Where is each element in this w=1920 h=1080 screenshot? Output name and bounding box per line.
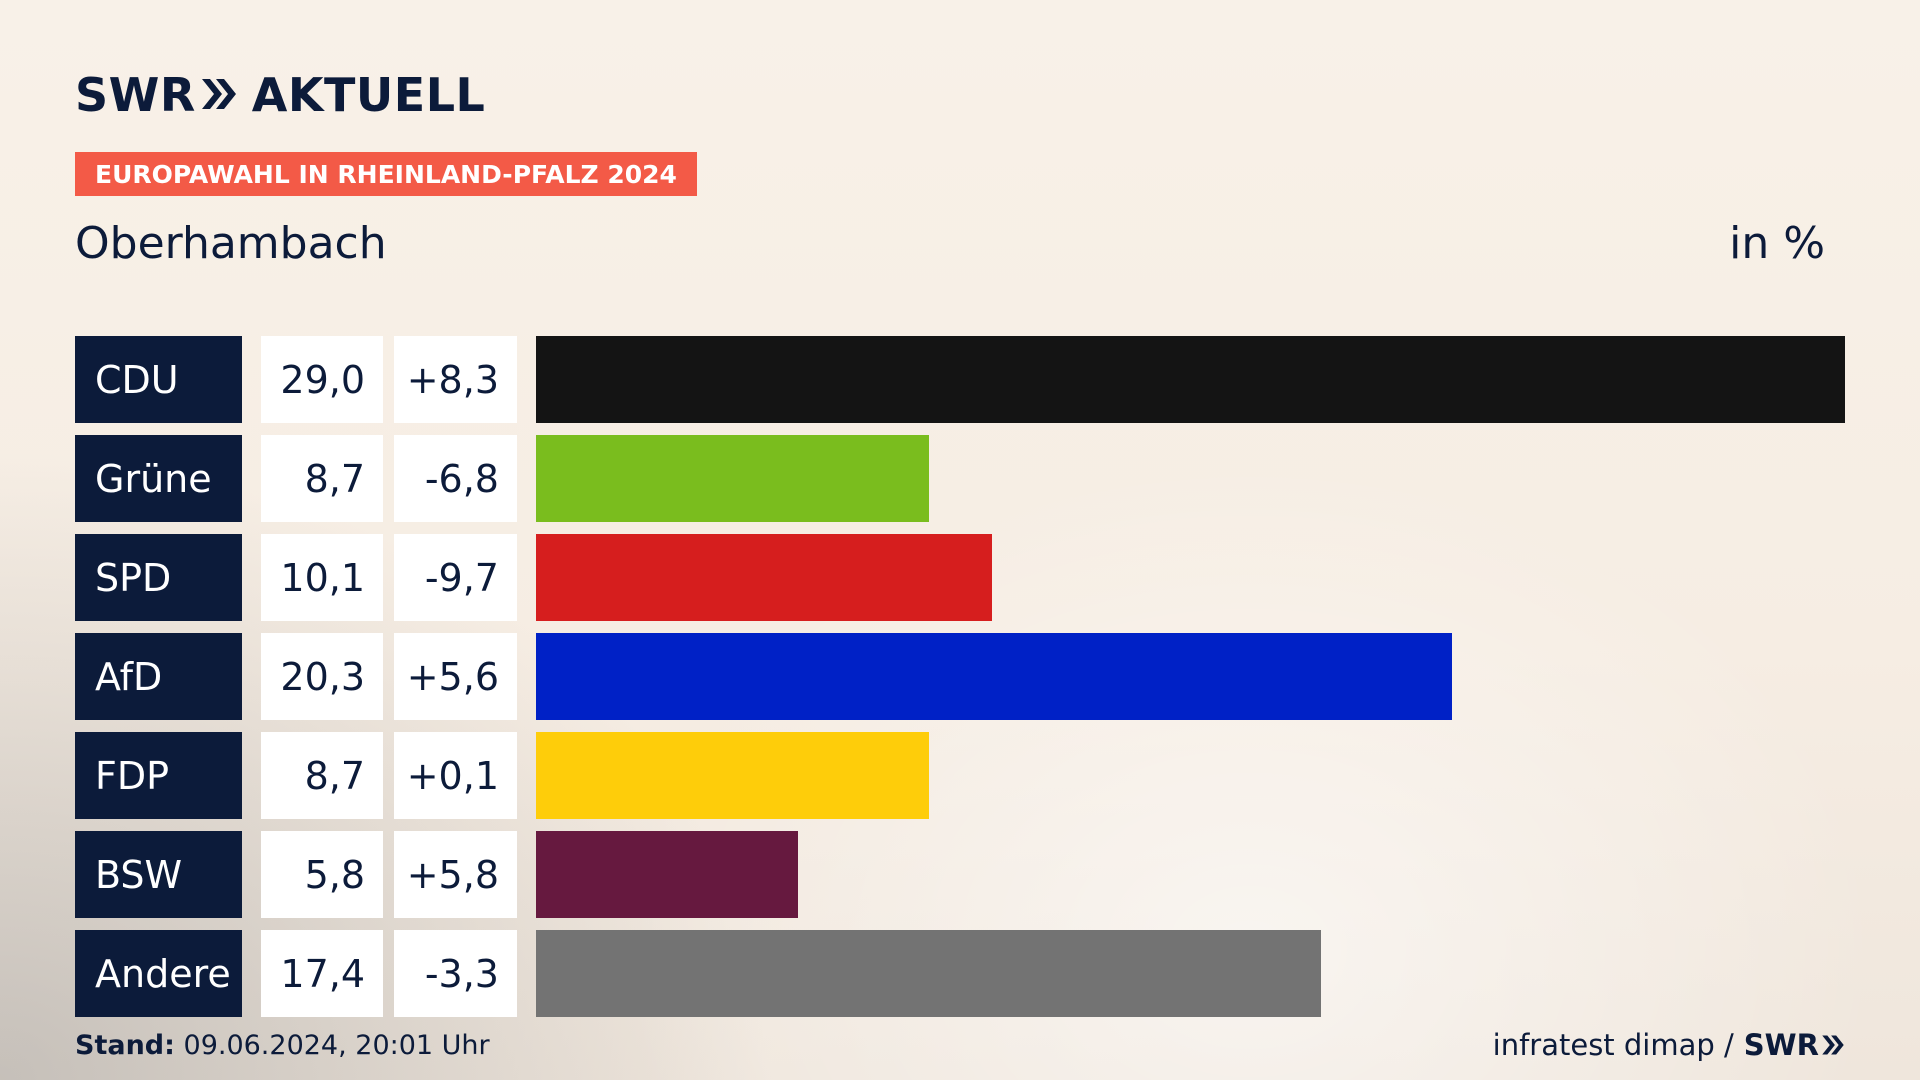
vote-share-label: 17,4 (261, 930, 383, 1017)
logo-brand: SWR (75, 68, 196, 122)
double-chevron-icon (200, 68, 238, 122)
vote-share-label: 8,7 (261, 435, 383, 522)
stand-value: 09.06.2024, 20:01 Uhr (183, 1030, 490, 1061)
result-bar (536, 336, 1845, 423)
vote-share-label: 10,1 (261, 534, 383, 621)
party-row: CDU 29,0 +8,3 (75, 336, 1845, 423)
double-chevron-icon (1821, 1034, 1845, 1056)
vote-share-label: 20,3 (261, 633, 383, 720)
swr-aktuell-logo: SWR AKTUELL (75, 68, 485, 122)
vote-share-label: 5,8 (261, 831, 383, 918)
vote-change-label: -9,7 (394, 534, 517, 621)
vote-change-label: +8,3 (394, 336, 517, 423)
vote-change-label: -6,8 (394, 435, 517, 522)
source-brand: SWR (1743, 1028, 1819, 1062)
party-row: Andere 17,4 -3,3 (75, 930, 1845, 1017)
vote-change-label: -3,3 (394, 930, 517, 1017)
vote-change-label: +5,8 (394, 831, 517, 918)
result-bar (536, 930, 1321, 1017)
result-bar (536, 633, 1452, 720)
party-row: BSW 5,8 +5,8 (75, 831, 1845, 918)
logo-suffix: AKTUELL (251, 68, 486, 122)
party-label: CDU (75, 336, 242, 423)
party-row: Grüne 8,7 -6,8 (75, 435, 1845, 522)
timestamp: Stand: 09.06.2024, 20:01 Uhr (75, 1030, 490, 1061)
vote-share-label: 8,7 (261, 732, 383, 819)
result-bar (536, 831, 798, 918)
party-row: SPD 10,1 -9,7 (75, 534, 1845, 621)
location-title: Oberhambach (75, 218, 387, 269)
party-row: AfD 20,3 +5,6 (75, 633, 1845, 720)
result-bar (536, 732, 929, 819)
election-badge: EUROPAWAHL IN RHEINLAND-PFALZ 2024 (75, 152, 697, 196)
result-bar (536, 435, 929, 522)
party-label: FDP (75, 732, 242, 819)
vote-change-label: +5,6 (394, 633, 517, 720)
party-label: BSW (75, 831, 242, 918)
party-label: SPD (75, 534, 242, 621)
vote-change-label: +0,1 (394, 732, 517, 819)
unit-label: in % (1729, 218, 1825, 269)
source-credit: infratest dimap / SWR (1493, 1028, 1845, 1062)
vote-share-label: 29,0 (261, 336, 383, 423)
party-label: Andere (75, 930, 242, 1017)
stand-label: Stand: (75, 1030, 175, 1061)
result-bar (536, 534, 992, 621)
party-row: FDP 8,7 +0,1 (75, 732, 1845, 819)
source-text: infratest dimap / (1492, 1028, 1734, 1062)
party-label: AfD (75, 633, 242, 720)
party-label: Grüne (75, 435, 242, 522)
